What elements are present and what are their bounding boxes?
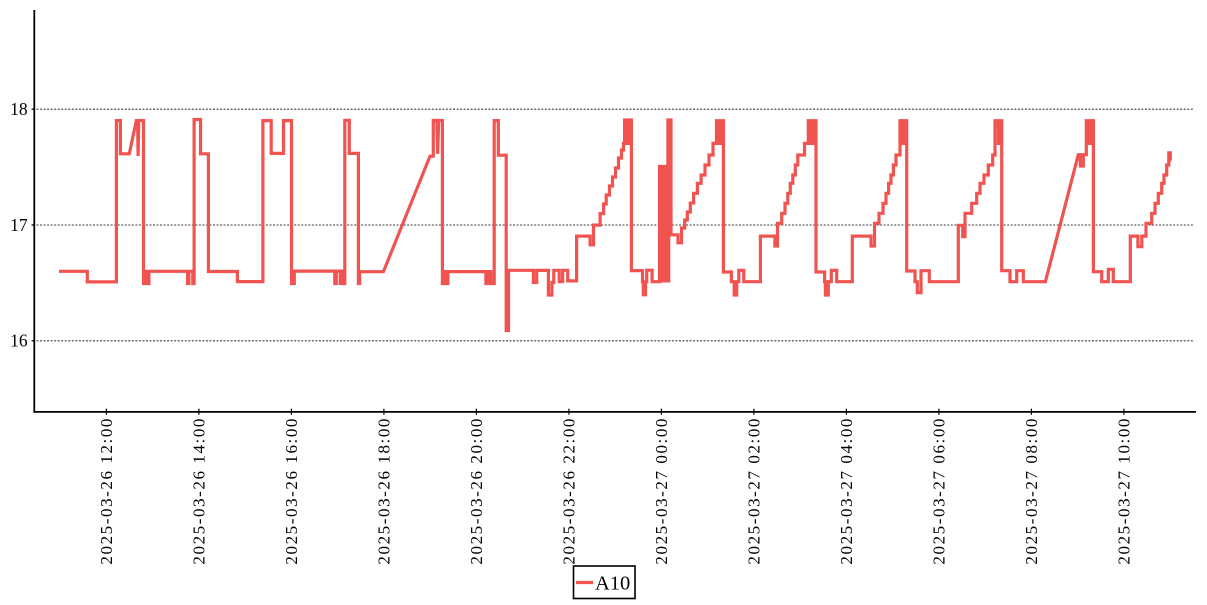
svg-text:2025-03-26 12:00: 2025-03-26 12:00 — [97, 417, 116, 565]
svg-text:16: 16 — [10, 331, 28, 351]
svg-text:18: 18 — [10, 99, 28, 119]
svg-text:17: 17 — [10, 215, 28, 235]
svg-text:2025-03-27 00:00: 2025-03-27 00:00 — [652, 417, 671, 565]
svg-text:2025-03-27 10:00: 2025-03-27 10:00 — [1114, 417, 1133, 565]
svg-text:2025-03-26 20:00: 2025-03-26 20:00 — [467, 417, 486, 565]
svg-text:2025-03-27 04:00: 2025-03-27 04:00 — [837, 417, 856, 565]
svg-text:2025-03-26 14:00: 2025-03-26 14:00 — [189, 417, 208, 565]
svg-text:A10: A10 — [595, 573, 630, 595]
svg-text:2025-03-26 18:00: 2025-03-26 18:00 — [374, 417, 393, 565]
svg-text:2025-03-26 22:00: 2025-03-26 22:00 — [559, 417, 578, 565]
svg-text:2025-03-27 08:00: 2025-03-27 08:00 — [1022, 417, 1041, 565]
svg-text:2025-03-27 06:00: 2025-03-27 06:00 — [929, 417, 948, 565]
svg-text:2025-03-26 16:00: 2025-03-26 16:00 — [282, 417, 301, 565]
svg-text:2025-03-27 02:00: 2025-03-27 02:00 — [744, 417, 763, 565]
